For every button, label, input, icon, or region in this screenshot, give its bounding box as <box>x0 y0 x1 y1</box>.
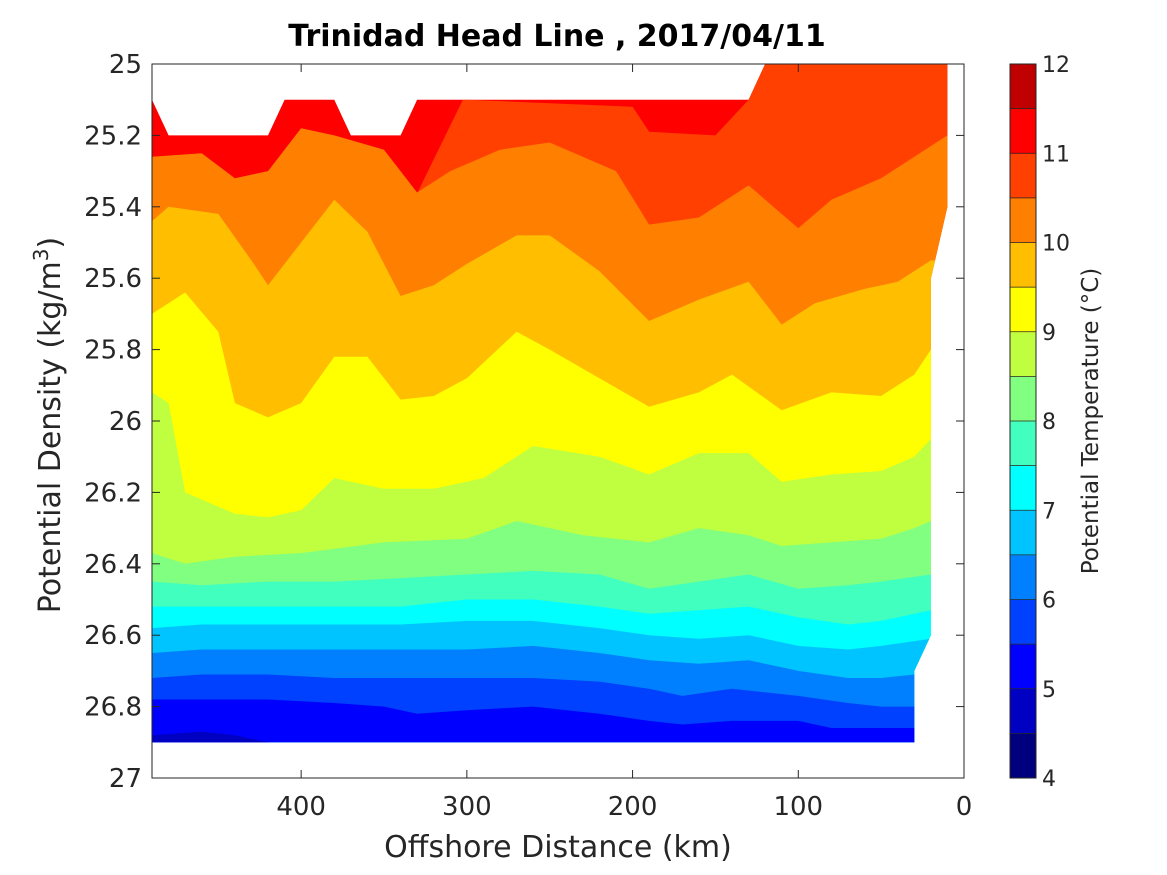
colorbar-segment <box>1010 465 1036 511</box>
colorbar-segment <box>1010 421 1036 467</box>
colorbar-segment <box>1010 197 1036 244</box>
y-axis: 25 25.2 25.4 25.6 25.8 26 26.2 26.4 26.6 26.8 27 <box>84 50 964 794</box>
y-tick-label: 25.8 <box>84 336 142 366</box>
x-axis: 400 300 200 100 0 <box>276 64 972 822</box>
colorbar-tick-label: 9 <box>1042 321 1056 346</box>
colorbar-segment <box>1010 153 1036 199</box>
x-tick-label: 0 <box>956 792 973 822</box>
colorbar-tick-label: 4 <box>1042 767 1056 792</box>
colorbar-segment <box>1010 376 1036 422</box>
colorbar-tick-label: 12 <box>1042 53 1070 78</box>
plot-area: 25 25.2 25.4 25.6 25.8 26 26.2 26.4 26.6 26.8 27 4… <box>84 50 972 822</box>
colorbar-segment <box>1010 733 1036 779</box>
colorbar-tick-label: 6 <box>1042 589 1056 614</box>
colorbar-tick-label: 8 <box>1042 410 1056 435</box>
colorbar-segment <box>1010 510 1036 556</box>
colorbar-segment <box>1010 64 1036 110</box>
x-tick-label: 400 <box>276 792 326 822</box>
colorbar: 4 5 6 7 8 9 10 11 12 <box>1009 53 1070 792</box>
y-tick-label: 26 <box>109 407 142 437</box>
y-axis-label-superscript: 3 <box>29 248 53 261</box>
y-tick-label: 25.6 <box>84 264 142 294</box>
x-tick-label: 200 <box>608 792 658 822</box>
colorbar-segment <box>1010 554 1036 601</box>
colorbar-label: Potential Temperature (°C) <box>1078 268 1104 575</box>
chart-title: Trinidad Head Line , 2017/04/11 <box>288 19 825 54</box>
colorbar-segment <box>1010 644 1036 690</box>
y-tick-label: 26.8 <box>84 693 142 723</box>
y-axis-label-main: Potential Density (kg/m <box>33 261 68 613</box>
y-tick-label: 25.2 <box>84 121 142 151</box>
y-tick-label: 25 <box>109 50 142 80</box>
colorbar-tick-label: 11 <box>1042 142 1070 167</box>
colorbar-segment <box>1010 599 1036 645</box>
y-tick-label: 25.4 <box>84 193 142 223</box>
y-tick-label: 26.2 <box>84 478 142 508</box>
x-tick-label: 300 <box>442 792 492 822</box>
colorbar-tick-label: 7 <box>1042 499 1056 524</box>
colorbar-segment <box>1010 108 1036 154</box>
colorbar-segment <box>1010 287 1036 333</box>
y-tick-label: 27 <box>109 764 142 794</box>
contour-fills <box>152 64 948 743</box>
y-tick-label: 26.6 <box>84 621 142 651</box>
colorbar-tick-label: 5 <box>1042 678 1056 703</box>
y-axis-label: Potential Density (kg/m3) <box>29 237 68 613</box>
colorbar-tick-label: 10 <box>1042 232 1070 257</box>
contour-band-5 <box>152 699 948 743</box>
y-tick-label: 26.4 <box>84 550 142 580</box>
colorbar-segment <box>1010 688 1036 734</box>
contour-band-4.5 <box>152 731 268 743</box>
colorbar-segment <box>1010 331 1036 377</box>
colorbar-segment <box>1010 242 1036 288</box>
x-axis-label: Offshore Distance (km) <box>384 830 732 865</box>
y-axis-label-end: ) <box>33 237 68 249</box>
x-tick-label: 100 <box>773 792 823 822</box>
